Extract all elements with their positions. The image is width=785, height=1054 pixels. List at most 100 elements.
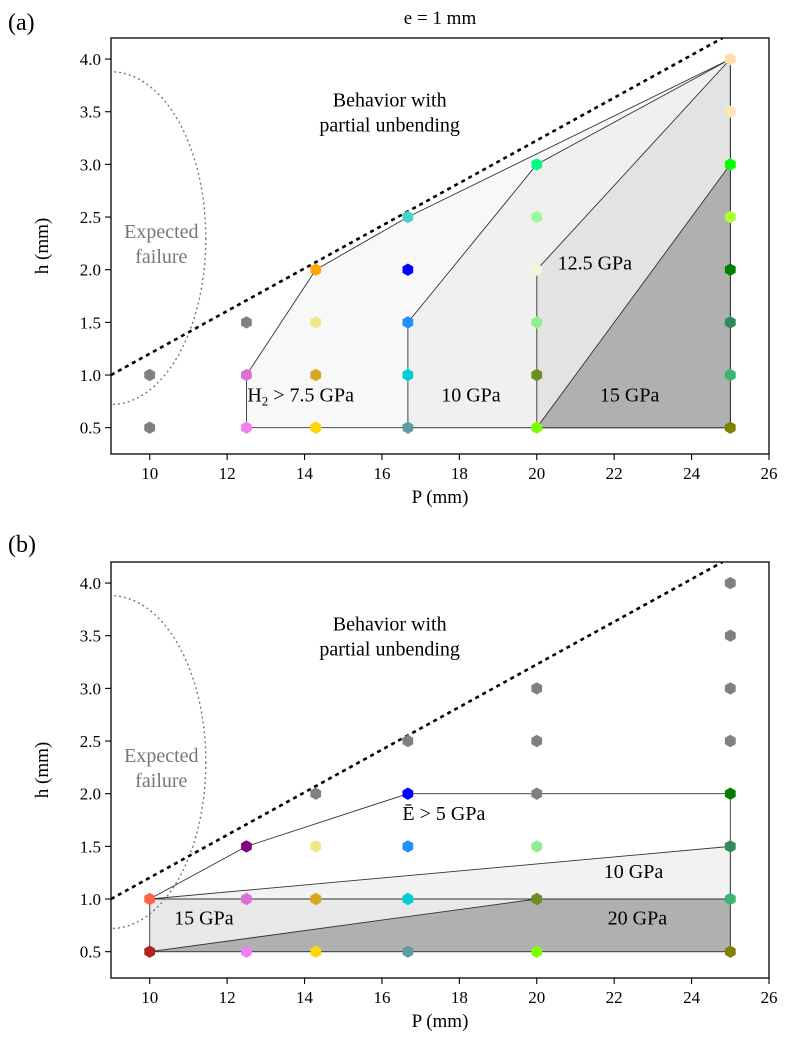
panel-b: 10 12 14 16 18 20 22 24 26 0.5 1.0 1.5 2.0 2.5 3.0 3.5 4…	[8, 532, 778, 1032]
x-tick-label: 18	[451, 464, 468, 483]
region-label: 20 GPa	[608, 907, 668, 929]
x-tick-label: 10	[141, 464, 158, 483]
data-point	[531, 840, 543, 853]
data-point	[724, 734, 736, 748]
data-point	[531, 892, 543, 906]
y-axis-label: h (mm)	[32, 742, 53, 798]
data-point	[531, 368, 543, 382]
data-point	[724, 840, 736, 853]
y-tick-label: 4.0	[80, 574, 101, 593]
data-point	[402, 945, 414, 958]
data-point	[310, 945, 322, 958]
y-tick-label: 0.5	[80, 419, 101, 438]
region-label: 15 GPa	[600, 384, 660, 406]
x-tick-label: 22	[606, 464, 623, 483]
panel-label: (a)	[8, 10, 35, 36]
unbending-label: Behavior with partial unbending	[319, 613, 460, 660]
y-tick-label: 2.0	[80, 785, 101, 804]
data-point	[531, 158, 543, 171]
data-point	[402, 368, 414, 382]
plot-area	[111, 562, 736, 958]
data-point	[310, 368, 322, 382]
y-tick-label: 4.0	[80, 50, 101, 69]
data-point	[402, 840, 414, 853]
x-tick-label: 10	[141, 988, 158, 1007]
data-point	[724, 316, 736, 329]
x-tick-label: 20	[528, 988, 545, 1007]
y-axis-label: h (mm)	[32, 218, 53, 274]
x-tick-label: 24	[683, 464, 701, 483]
x-axis-label: P (mm)	[412, 1011, 469, 1032]
y-tick-label: 2.5	[80, 732, 101, 751]
region-label: Ē > 5 GPa	[402, 803, 485, 825]
data-point	[402, 210, 414, 224]
data-point	[144, 892, 156, 906]
data-point	[310, 421, 322, 434]
data-point	[724, 892, 736, 906]
data-point	[531, 263, 543, 276]
data-point	[144, 368, 156, 382]
region-label: 12.5 GPa	[558, 253, 633, 275]
data-point	[724, 682, 736, 695]
x-tick-label: 20	[528, 464, 545, 483]
y-tick-label: 1.0	[80, 890, 101, 909]
data-point	[241, 945, 252, 958]
data-point	[310, 263, 322, 276]
panel-a: 10 12 14 16 18 20 22 24 26 0.5 1.0 1.5 2.0 2.5 3.0 3.5 4…	[8, 8, 778, 508]
data-point	[402, 734, 414, 748]
data-point	[144, 945, 156, 958]
region-label: 10 GPa	[604, 861, 664, 883]
axes-frame	[110, 561, 770, 979]
failure-curve	[111, 71, 207, 406]
y-tick-label: 0.5	[80, 943, 101, 962]
data-point	[310, 787, 322, 800]
y-tick-label: 1.0	[80, 366, 101, 385]
data-point	[310, 316, 322, 329]
panel-label: (b)	[8, 532, 36, 558]
region-label: 15 GPa	[174, 907, 234, 929]
y-tick-label: 3.0	[80, 155, 101, 174]
y-tick-label: 1.5	[80, 837, 101, 856]
data-point	[724, 263, 736, 276]
data-point	[724, 576, 736, 590]
chart-title: e = 1 mm	[404, 8, 477, 29]
data-point	[241, 368, 252, 382]
data-point	[241, 421, 252, 434]
x-tick-label: 24	[683, 988, 701, 1007]
data-point	[310, 892, 322, 906]
y-tick-label: 2.0	[80, 261, 101, 280]
failure-label: Expected failure	[124, 221, 198, 268]
x-tick-label: 16	[373, 988, 390, 1007]
data-point	[724, 158, 736, 171]
data-point	[724, 787, 736, 800]
y-tick-label: 3.5	[80, 103, 101, 122]
plot-area	[111, 38, 736, 434]
data-point	[241, 892, 252, 906]
data-point	[724, 105, 736, 118]
x-tick-label: 12	[219, 464, 236, 483]
y-tick-label: 1.5	[80, 313, 101, 332]
x-tick-label: 14	[296, 464, 314, 483]
region-label: 10 GPa	[441, 384, 501, 406]
data-point	[531, 421, 543, 434]
x-tick-label: 16	[373, 464, 390, 483]
data-point	[144, 421, 156, 434]
data-point	[531, 316, 543, 329]
axes-frame	[110, 37, 770, 455]
data-point	[402, 892, 414, 906]
data-point	[531, 734, 543, 748]
data-point	[310, 840, 322, 853]
data-point	[724, 368, 736, 382]
x-tick-label: 12	[219, 988, 236, 1007]
data-point	[241, 316, 252, 329]
x-axis-label: P (mm)	[412, 487, 469, 508]
y-tick-label: 2.5	[80, 208, 101, 227]
data-point	[531, 210, 543, 224]
x-tick-label: 26	[761, 988, 778, 1007]
y-tick-label: 3.5	[80, 627, 101, 646]
data-point	[531, 945, 543, 958]
x-tick-label: 22	[606, 988, 623, 1007]
data-point	[402, 787, 414, 800]
data-point	[531, 682, 543, 695]
